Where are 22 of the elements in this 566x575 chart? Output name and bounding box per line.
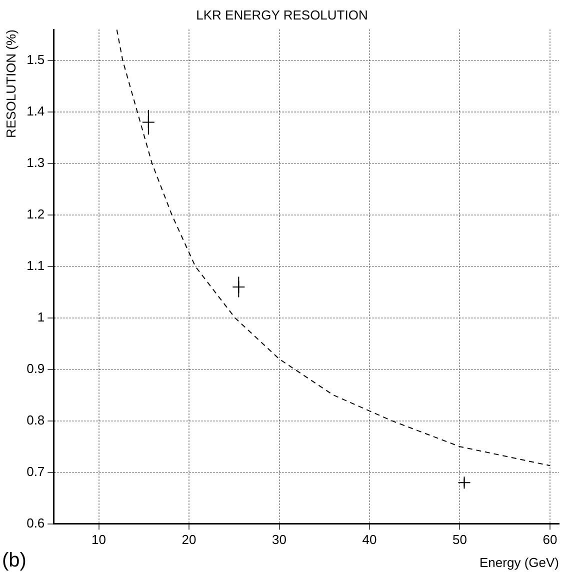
y-tick-label: 1.5 (26, 52, 45, 68)
y-tick-label: 0.7 (26, 464, 45, 479)
y-tick-label: 1 (37, 309, 45, 324)
x-tick-label: 30 (272, 532, 286, 548)
point (458, 476, 471, 490)
y-tick-label: 1.2 (26, 206, 45, 222)
x-axis-title: Energy (GeV) (480, 554, 559, 570)
text: (b) (2, 550, 26, 572)
y-tick-label: 1.4 (26, 104, 45, 119)
y-tick-label: 1.1 (26, 258, 45, 273)
y-tick-label: 0.9 (26, 360, 45, 376)
y-tick-label: 1.3 (26, 155, 45, 170)
y-tick-label: 0.8 (26, 412, 45, 428)
x-tick-label: 40 (362, 532, 377, 548)
y-axis-title: RESOLUTION (%) (3, 30, 18, 138)
x-tick-label: 60 (542, 532, 558, 548)
chart-title: LKR ENERGY RESOLUTION (196, 7, 368, 22)
line-series (116, 30, 550, 466)
x-tick-label: 20 (182, 532, 196, 548)
x-tick-label: 10 (92, 532, 106, 548)
x-tick-label: 50 (452, 532, 467, 548)
y-tick-label: 0.6 (26, 515, 45, 530)
